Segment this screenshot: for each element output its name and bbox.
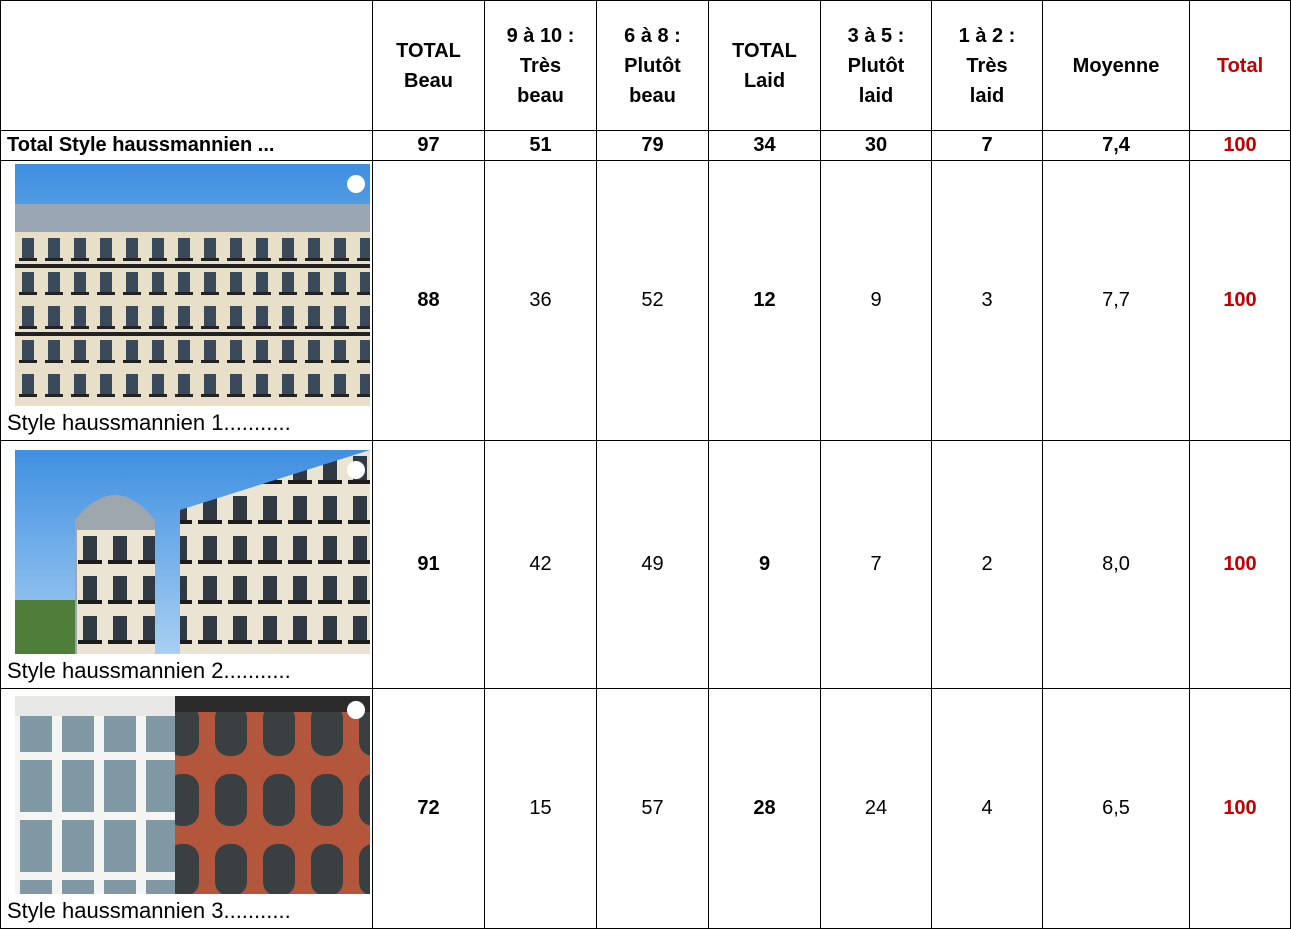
image-cell: Style haussmannien 2........... — [0, 440, 373, 689]
total-row: Total Style haussmannien ... 97 51 79 34… — [0, 130, 1291, 161]
cell: 72 — [372, 688, 485, 929]
cell: 79 — [596, 130, 709, 161]
row-label: Style haussmannien 1........... — [7, 410, 291, 435]
header-cell: TOTAL Beau — [372, 0, 485, 131]
cell: 49 — [596, 440, 709, 689]
cell: 15 — [484, 688, 597, 929]
cell: 34 — [708, 130, 821, 161]
cell: 8,0 — [1042, 440, 1190, 689]
cell: 28 — [708, 688, 821, 929]
row-label: Style haussmannien 2........... — [7, 658, 291, 683]
cell: 100 — [1189, 688, 1291, 929]
photo — [15, 164, 370, 406]
header-cell: 1 à 2 : Très laid — [931, 0, 1043, 131]
image-cell: Style haussmannien 1........... — [0, 160, 373, 441]
cell: 36 — [484, 160, 597, 441]
cell: 24 — [820, 688, 932, 929]
cell: 7 — [931, 130, 1043, 161]
row-label: Style haussmannien 3........... — [7, 898, 291, 923]
cell: 2 — [931, 440, 1043, 689]
photo — [15, 450, 370, 654]
data-row: Style haussmannien 1........... 88 36 52… — [0, 160, 1291, 441]
cell: 100 — [1189, 440, 1291, 689]
photo — [15, 696, 370, 894]
cell: 12 — [708, 160, 821, 441]
header-cell: 9 à 10 : Très beau — [484, 0, 597, 131]
cell: 51 — [484, 130, 597, 161]
cell: 4 — [931, 688, 1043, 929]
header-row: TOTAL Beau 9 à 10 : Très beau 6 à 8 : Pl… — [0, 0, 1291, 131]
cell: 42 — [484, 440, 597, 689]
cell: 9 — [820, 160, 932, 441]
corner-cell — [0, 0, 373, 131]
image-cell: Style haussmannien 3........... — [0, 688, 373, 929]
data-row: Style haussmannien 2........... 91 42 49… — [0, 440, 1291, 689]
cell: 52 — [596, 160, 709, 441]
cell: 91 — [372, 440, 485, 689]
cell: 7,7 — [1042, 160, 1190, 441]
header-cell: Total — [1189, 0, 1291, 131]
cell: 100 — [1189, 160, 1291, 441]
cell: 6,5 — [1042, 688, 1190, 929]
header-cell: 3 à 5 : Plutôt laid — [820, 0, 932, 131]
header-cell: Moyenne — [1042, 0, 1190, 131]
cell: 88 — [372, 160, 485, 441]
cell: 100 — [1189, 130, 1291, 161]
header-cell: TOTAL Laid — [708, 0, 821, 131]
row-label: Total Style haussmannien ... — [0, 130, 373, 161]
cell: 30 — [820, 130, 932, 161]
cell: 57 — [596, 688, 709, 929]
cell: 7,4 — [1042, 130, 1190, 161]
cell: 9 — [708, 440, 821, 689]
data-row: Style haussmannien 3........... 72 15 57… — [0, 688, 1291, 929]
header-cell: 6 à 8 : Plutôt beau — [596, 0, 709, 131]
cell: 3 — [931, 160, 1043, 441]
cell: 7 — [820, 440, 932, 689]
cell: 97 — [372, 130, 485, 161]
